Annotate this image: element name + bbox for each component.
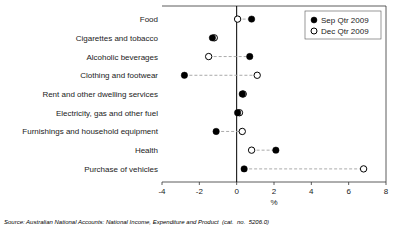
frame-right (386, 6, 387, 182)
dot (234, 110, 240, 116)
legend-frame (305, 11, 381, 39)
dot (241, 166, 247, 172)
dot (240, 91, 246, 97)
dot (234, 16, 240, 22)
dot (273, 147, 279, 153)
legend-label: Sep Qtr 2009 (321, 16, 369, 25)
x-tick-label: 8 (384, 187, 389, 196)
x-tick (311, 182, 312, 185)
category-label: Electricity, gas and other fuel (56, 109, 158, 118)
connector (184, 75, 257, 76)
x-tick-label: 4 (309, 187, 314, 196)
dot (360, 166, 366, 172)
x-tick (162, 182, 163, 185)
category-label: Health (135, 146, 158, 155)
dot (181, 72, 187, 78)
category-label: Furnishings and household equipment (22, 127, 158, 136)
legend-marker (311, 28, 317, 34)
connector (209, 56, 250, 57)
x-tick-label: 6 (346, 187, 351, 196)
dot (254, 72, 260, 78)
x-tick (348, 182, 349, 185)
x-tick (274, 182, 275, 185)
x-axis-label: % (270, 198, 277, 207)
dot (247, 53, 253, 59)
connector (244, 168, 363, 169)
dot (213, 128, 219, 134)
marks (181, 16, 367, 172)
category-label: Cigarettes and tobacco (76, 34, 159, 43)
legend-label: Dec Qtr 2009 (321, 27, 369, 36)
dot (248, 147, 254, 153)
source-note: Source: Australian National Accounts: Na… (4, 219, 269, 225)
legend-marker (311, 17, 317, 23)
x-tick-label: 0 (234, 187, 239, 196)
frame-top (162, 6, 386, 7)
dot (248, 16, 254, 22)
dot (205, 53, 211, 59)
chart: -4 -2 0 2 4 6 8% Food Cigarettes and tobacco Alco… (0, 0, 397, 227)
x-tick (386, 182, 387, 185)
category-label: Alcoholic beverages (86, 53, 158, 62)
dot (209, 35, 215, 41)
x-tick-label: 2 (272, 187, 277, 196)
x-tick (199, 182, 200, 185)
connector (216, 131, 242, 132)
category-label: Rent and other dwelling services (42, 90, 158, 99)
x-tick-label: -2 (196, 187, 204, 196)
zero-line (236, 6, 237, 182)
legend: Sep Qtr 2009 Dec Qtr 2009 (305, 11, 381, 39)
category-label: Purchase of vehicles (84, 165, 158, 174)
dot (239, 128, 245, 134)
x-tick-label: -4 (158, 187, 166, 196)
category-label: Clothing and footwear (80, 71, 158, 80)
x-tick (236, 182, 237, 185)
category-label: Food (140, 15, 158, 24)
dot (239, 91, 245, 97)
